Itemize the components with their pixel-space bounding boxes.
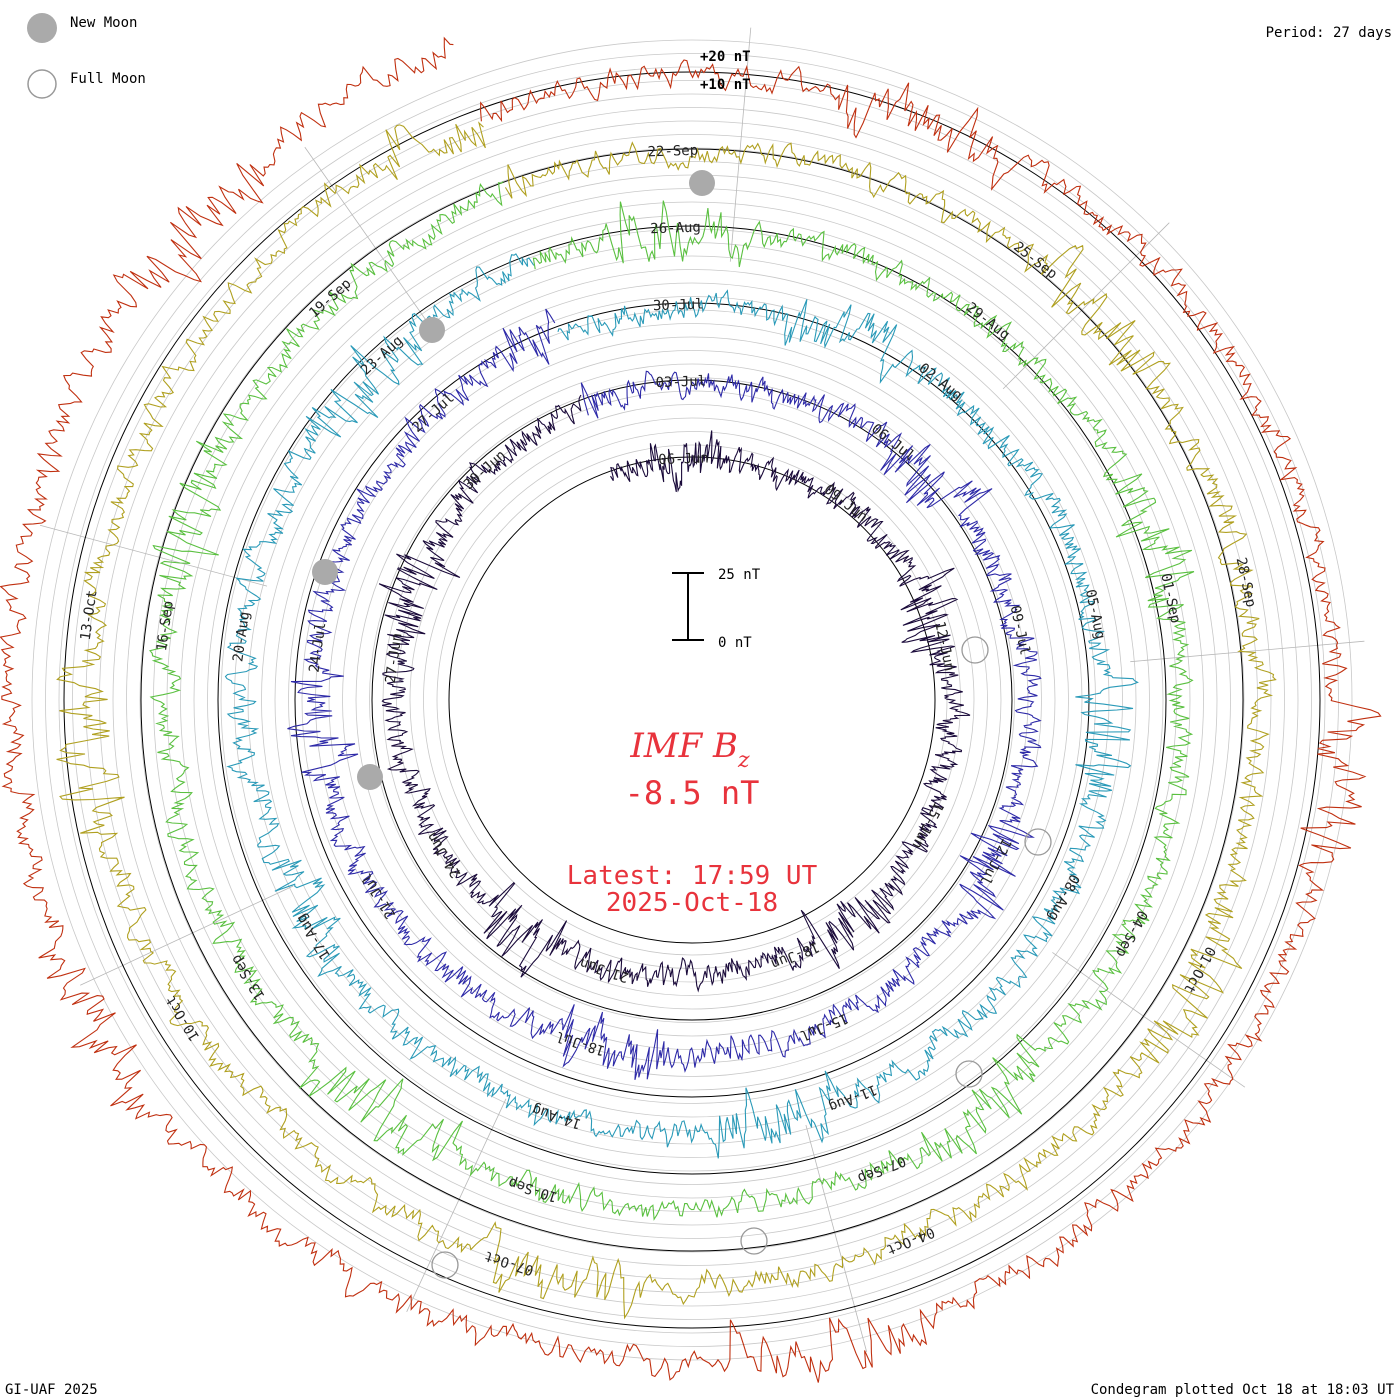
new-moon-legend-label: New Moon <box>70 15 137 31</box>
grid-circle <box>328 336 1056 1064</box>
date-label: 20-Aug <box>230 611 253 663</box>
full-moon-legend-icon <box>27 69 57 99</box>
new-moon-marker <box>689 170 715 196</box>
grid-circle <box>369 377 1015 1023</box>
radial-grid-line <box>1052 952 1246 1088</box>
grid-circle <box>409 417 975 983</box>
footer-right: Condegram plotted Oct 18 at 18:03 UT <box>1091 1382 1395 1398</box>
series-line-6 <box>0 36 1382 1383</box>
data-series <box>0 36 1382 1383</box>
scale-bar: 25 nT 0 nT <box>672 567 761 651</box>
grid-circle <box>315 323 1069 1077</box>
new-moon-marker <box>312 559 338 585</box>
grid-circle <box>355 363 1029 1037</box>
date-label: 04-Sep <box>1112 907 1150 959</box>
radial-grid-line <box>406 1098 507 1312</box>
date-label: 13-Oct <box>78 589 101 641</box>
radial-grid-line <box>729 27 752 262</box>
date-label: 26-Aug <box>650 220 701 238</box>
footer-left: GI-UAF 2025 <box>5 1382 98 1398</box>
grid-circle <box>301 309 1083 1091</box>
new-moon-legend-icon <box>27 13 57 43</box>
date-label: 12-Jul <box>976 835 1014 887</box>
baseline-circle <box>140 148 1244 1252</box>
date-label: 24-Jul <box>306 621 329 673</box>
grid-circle <box>274 282 1110 1118</box>
date-label: 22-Sep <box>647 143 698 161</box>
radial-grid-line <box>304 146 440 340</box>
date-label: 05-Aug <box>1082 588 1108 641</box>
grid-circle <box>288 296 1096 1104</box>
date-label: 18-Jul <box>554 1028 607 1059</box>
scale-top-label: +20 nT <box>700 49 751 65</box>
scale-bar-bottom-label: 0 nT <box>718 635 752 651</box>
date-label: 11-Aug <box>826 1081 879 1115</box>
latest-date: 2025-Oct-18 <box>606 888 778 918</box>
new-moon-marker <box>419 317 445 343</box>
grid-circle <box>207 215 1177 1185</box>
grid-circle <box>220 228 1164 1172</box>
grid-circle <box>58 66 1326 1334</box>
grid-circles <box>31 39 1353 1361</box>
grid-circle <box>85 93 1299 1307</box>
date-label: 21-Jul <box>359 870 399 921</box>
grid-circle <box>153 161 1231 1239</box>
series-line-3 <box>224 253 1139 1159</box>
radial-grid-line <box>39 524 268 587</box>
period-label: Period: 27 days <box>1266 25 1392 41</box>
series-line-4 <box>149 181 1195 1221</box>
date-label: 30-Jul <box>653 297 704 315</box>
baseline-circle <box>63 71 1321 1329</box>
grid-circle <box>139 147 1245 1253</box>
center-title-subscript: z <box>737 748 750 773</box>
new-moon-marker <box>357 764 383 790</box>
full-moon-marker <box>1024 828 1052 856</box>
radial-grid-line <box>80 885 294 986</box>
radial-grid-line <box>805 1124 868 1353</box>
grid-circle <box>423 431 961 969</box>
date-label: 02-Aug <box>916 360 966 404</box>
date-label: 08-Aug <box>1044 871 1082 923</box>
date-label: 23-Aug <box>358 333 406 379</box>
grid-circle <box>72 80 1312 1320</box>
grid-circle <box>436 444 948 956</box>
grid-circle <box>396 404 988 996</box>
grid-circle <box>112 120 1272 1280</box>
radial-grid-lines <box>39 27 1365 1353</box>
date-label: 16-Sep <box>154 600 177 652</box>
grid-circle <box>45 53 1339 1347</box>
moon-markers <box>312 170 1052 1279</box>
grid-circle <box>193 201 1191 1199</box>
date-label: 06-Jun <box>658 450 709 468</box>
latest-time: Latest: 17:59 UT <box>567 861 818 891</box>
date-label: 14-Aug <box>530 1101 583 1132</box>
center-title-main: IMF B <box>629 726 738 766</box>
date-label: 27-Jun <box>383 632 406 684</box>
grid-circle <box>261 269 1123 1131</box>
date-label: 30-Jun <box>461 447 509 493</box>
full-moon-marker <box>961 636 989 664</box>
grid-circle <box>31 39 1353 1361</box>
full-moon-marker <box>955 1060 983 1088</box>
series-line-2 <box>287 308 1042 1080</box>
date-label: 21-Jun <box>578 954 631 985</box>
center-value: -8.5 nT <box>625 774 760 812</box>
series-line-5 <box>56 121 1277 1320</box>
center-title: IMF Bz <box>629 726 750 773</box>
full-moon-marker <box>431 1251 459 1279</box>
full-moon-marker <box>740 1227 768 1255</box>
scale-bar-top-label: 25 nT <box>718 567 761 583</box>
baseline-circle <box>371 379 1013 1021</box>
full-moon-legend-label: Full Moon <box>70 71 146 87</box>
date-label: 01-Sep <box>1157 572 1183 625</box>
scale-second-label: +10 nT <box>700 77 751 93</box>
date-label: 03-Jul <box>655 373 706 391</box>
baseline-circle <box>217 225 1167 1175</box>
date-label: 25-Sep <box>1010 239 1060 283</box>
date-label: 07-Sep <box>855 1152 908 1186</box>
series-line-1 <box>378 394 971 993</box>
date-label: 17-Aug <box>293 911 333 962</box>
